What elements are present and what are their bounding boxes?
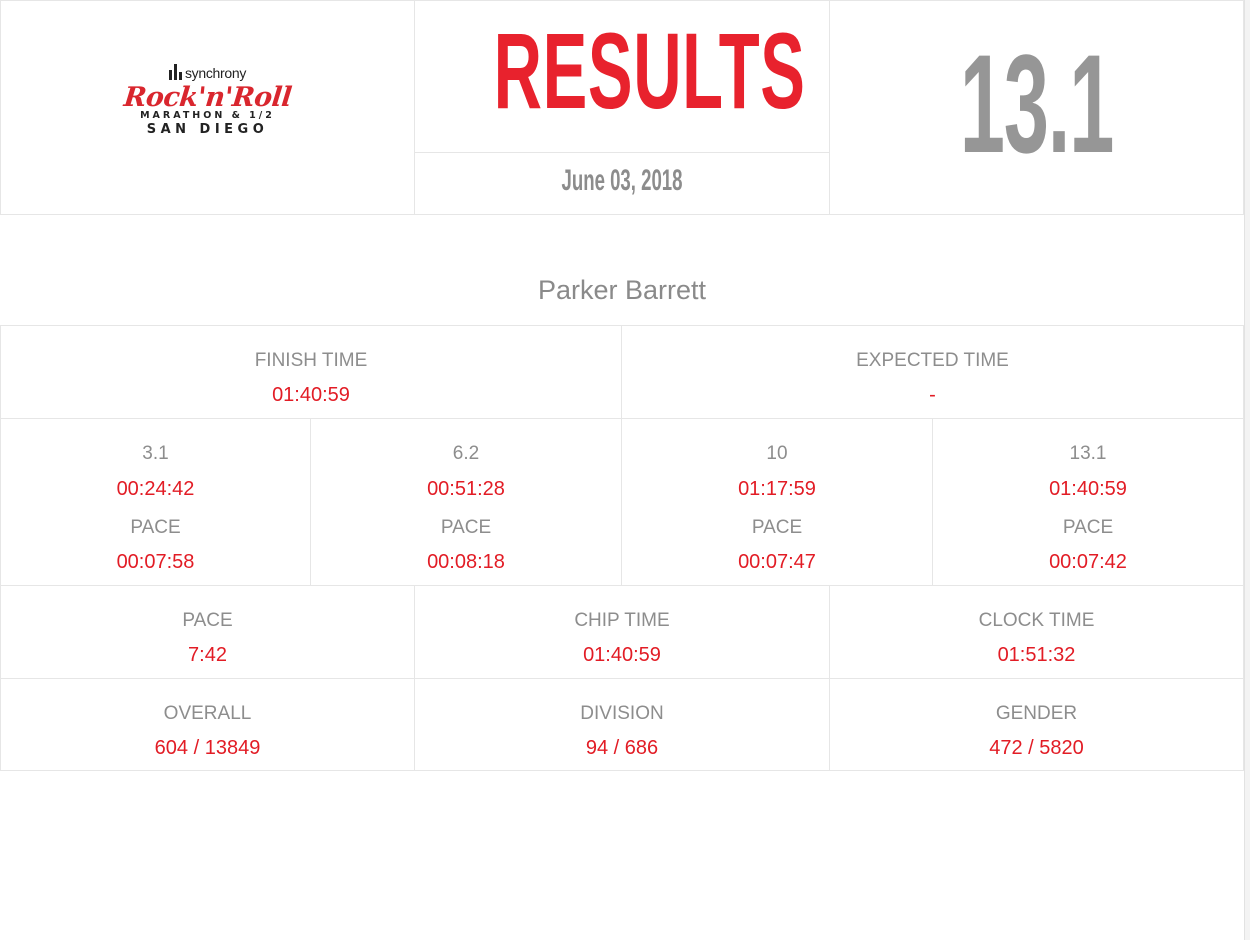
brand-name: Rock'n'Roll (122, 82, 293, 113)
race-distance-cell: 13.1 (830, 0, 1244, 215)
gender-rank-label: GENDER (995, 703, 1078, 724)
chip-time-label: CHIP TIME (574, 610, 670, 631)
split-pace: 00:08:18 (427, 551, 505, 573)
results-title-cell: RESULTS (415, 0, 830, 153)
clock-time-label: CLOCK TIME (978, 610, 1095, 631)
scrollbar-track[interactable] (1244, 0, 1250, 940)
division-rank-value: 94 / 686 (585, 737, 659, 759)
split-time: 00:24:42 (116, 478, 195, 500)
split-cell: 10 01:17:59 PACE 00:07:47 (622, 419, 933, 586)
finish-time-value: 01:40:59 (272, 384, 350, 406)
expected-time-value: - (929, 384, 936, 406)
split-distance: 13.1 (1069, 443, 1107, 464)
split-time: 00:51:28 (427, 478, 505, 500)
overall-rank-label: OVERALL (163, 703, 252, 724)
split-distance: 6.2 (452, 443, 480, 464)
race-distance: 13.1 (959, 25, 1115, 182)
name-divider (0, 325, 1244, 326)
results-title: RESULTS (493, 10, 806, 131)
pace-cell: PACE 7:42 (0, 586, 415, 679)
brand-line-1: MARATHON & 1/2 (140, 110, 275, 121)
gender-rank-value: 472 / 5820 (989, 737, 1084, 759)
split-pace-label: PACE (130, 517, 181, 538)
chip-time-cell: CHIP TIME 01:40:59 (415, 586, 830, 679)
split-cell: 6.2 00:51:28 PACE 00:08:18 (311, 419, 622, 586)
race-date-cell: June 03, 2018 (415, 153, 830, 215)
split-time: 01:40:59 (1049, 478, 1127, 500)
finish-time-label: FINISH TIME (254, 350, 368, 371)
division-rank-label: DIVISION (580, 703, 664, 724)
race-date: June 03, 2018 (561, 164, 683, 197)
split-distance: 10 (766, 443, 788, 464)
split-pace-label: PACE (751, 517, 803, 538)
split-cell: 3.1 00:24:42 PACE 00:07:58 (0, 419, 311, 586)
chip-time-value: 01:40:59 (583, 644, 661, 666)
clock-time-value: 01:51:32 (997, 644, 1076, 666)
split-cell: 13.1 01:40:59 PACE 00:07:42 (933, 419, 1244, 586)
pace-label: PACE (182, 610, 233, 631)
sponsor-name: synchrony (184, 65, 247, 81)
gender-rank-cell: GENDER 472 / 5820 (830, 679, 1244, 771)
overall-rank-cell: OVERALL 604 / 13849 (0, 679, 415, 771)
split-pace-label: PACE (1062, 517, 1114, 538)
split-time: 01:17:59 (738, 478, 816, 500)
overall-rank-value: 604 / 13849 (154, 737, 261, 759)
event-logo: synchrony Rock'n'Roll MARATHON & 1/2 SAN… (122, 64, 293, 137)
brand-line-2: SAN DIEGO (146, 122, 269, 137)
expected-time-label: EXPECTED TIME (856, 350, 1009, 371)
finish-time-cell: FINISH TIME 01:40:59 (0, 326, 622, 419)
event-logo-cell: synchrony Rock'n'Roll MARATHON & 1/2 SAN… (0, 0, 415, 215)
runner-name: Parker Barrett (537, 275, 707, 305)
clock-time-cell: CLOCK TIME 01:51:32 (830, 586, 1244, 679)
division-rank-cell: DIVISION 94 / 686 (415, 679, 830, 771)
split-distance: 3.1 (142, 443, 169, 464)
split-pace: 00:07:58 (116, 551, 195, 573)
pace-value: 7:42 (188, 644, 227, 666)
split-pace: 00:07:47 (738, 551, 816, 573)
expected-time-cell: EXPECTED TIME - (622, 326, 1244, 419)
sponsor-logo: synchrony (168, 64, 247, 81)
sponsor-bars-icon (168, 64, 182, 80)
split-pace-label: PACE (440, 517, 492, 538)
split-pace: 00:07:42 (1049, 551, 1127, 573)
